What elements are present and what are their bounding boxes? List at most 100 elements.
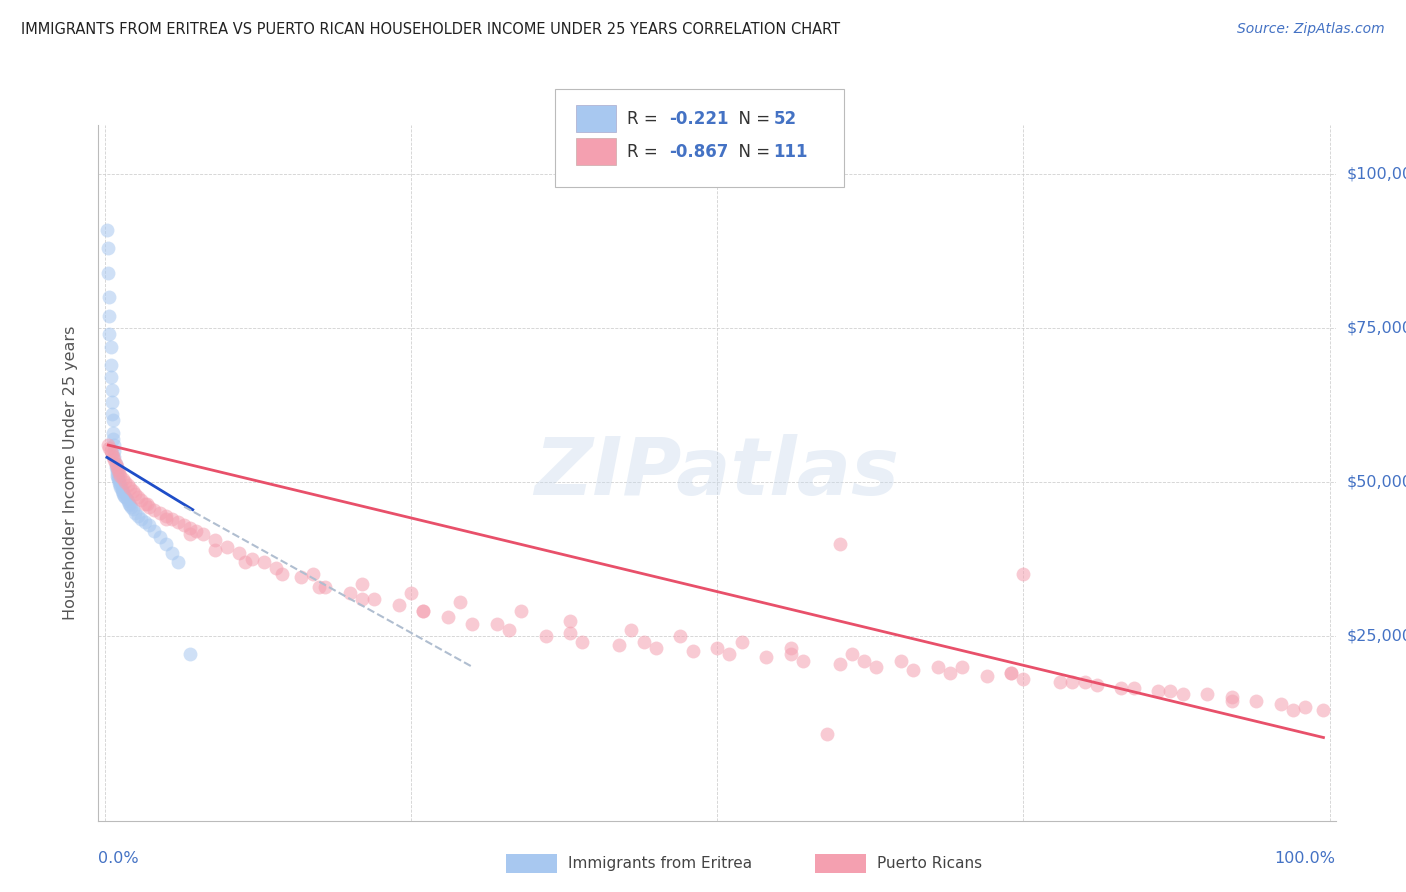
Point [1012, 567, 1035, 582]
Point [129, 512, 152, 526]
Point [98, 290, 121, 304]
Point [120, 499, 142, 513]
Point [127, 491, 149, 505]
Point [101, 450, 124, 465]
Point [1244, 693, 1267, 707]
Point [387, 598, 409, 612]
Point [107, 470, 129, 484]
Text: Puerto Ricans: Puerto Ricans [877, 856, 983, 871]
Point [167, 555, 190, 569]
Point [350, 576, 373, 591]
Point [571, 635, 593, 649]
Point [399, 586, 422, 600]
Point [110, 478, 132, 492]
Point [1171, 687, 1194, 701]
Point [718, 648, 741, 662]
Point [215, 540, 238, 554]
Point [111, 484, 134, 499]
Point [308, 580, 330, 594]
Text: N =: N = [728, 143, 776, 161]
Point [558, 614, 581, 628]
Point [633, 635, 655, 649]
Point [179, 521, 201, 535]
Point [204, 542, 226, 557]
Point [111, 472, 134, 486]
Point [1312, 703, 1334, 717]
Point [111, 482, 134, 496]
Point [103, 453, 125, 467]
Point [1000, 665, 1022, 680]
Point [620, 623, 643, 637]
Point [108, 466, 131, 480]
Point [682, 644, 704, 658]
Text: 0.0%: 0.0% [98, 851, 139, 866]
Text: 111: 111 [773, 143, 808, 161]
Point [142, 524, 165, 539]
Point [1270, 697, 1292, 711]
Point [98, 327, 121, 342]
Point [127, 508, 149, 523]
Point [412, 604, 434, 618]
Point [100, 339, 122, 353]
Point [173, 518, 195, 533]
Point [235, 555, 257, 569]
Point [124, 506, 146, 520]
Point [104, 457, 127, 471]
Point [103, 438, 125, 452]
Point [104, 459, 127, 474]
Point [149, 506, 172, 520]
Point [98, 309, 121, 323]
Point [105, 459, 128, 474]
Point [939, 665, 962, 680]
Point [111, 483, 134, 498]
Point [104, 457, 127, 471]
Point [110, 480, 132, 494]
Point [101, 413, 124, 427]
Point [105, 468, 128, 483]
Text: IMMIGRANTS FROM ERITREA VS PUERTO RICAN HOUSEHOLDER INCOME UNDER 25 YEARS CORREL: IMMIGRANTS FROM ERITREA VS PUERTO RICAN … [21, 22, 841, 37]
Point [107, 463, 129, 477]
Text: -0.221: -0.221 [669, 110, 728, 128]
Text: -0.867: -0.867 [669, 143, 728, 161]
Point [363, 592, 385, 607]
Point [976, 669, 998, 683]
Text: $50,000: $50,000 [1347, 475, 1406, 490]
Point [100, 358, 122, 372]
Point [927, 659, 949, 673]
Point [485, 616, 508, 631]
Point [142, 502, 165, 516]
Point [865, 659, 887, 673]
Point [118, 497, 141, 511]
Point [253, 555, 276, 569]
Point [436, 610, 458, 624]
Point [792, 654, 814, 668]
Point [138, 518, 160, 533]
Point [105, 466, 128, 480]
Point [101, 383, 124, 397]
Point [96, 222, 118, 236]
Point [111, 486, 134, 500]
Point [1122, 681, 1144, 696]
Point [412, 604, 434, 618]
Point [264, 561, 287, 575]
Point [1220, 693, 1243, 707]
Text: N =: N = [728, 110, 776, 128]
Point [779, 641, 801, 656]
Point [669, 629, 692, 643]
Point [290, 570, 312, 584]
Point [350, 592, 373, 607]
Point [108, 476, 131, 491]
Point [1073, 675, 1095, 690]
Point [1062, 675, 1084, 690]
Point [155, 512, 177, 526]
Point [160, 546, 183, 560]
Point [101, 425, 124, 440]
Point [129, 493, 152, 508]
Point [98, 441, 121, 455]
Point [107, 472, 129, 486]
Text: R =: R = [627, 110, 664, 128]
Point [97, 438, 120, 452]
Point [1294, 699, 1316, 714]
Point [510, 604, 533, 618]
Point [100, 444, 122, 458]
